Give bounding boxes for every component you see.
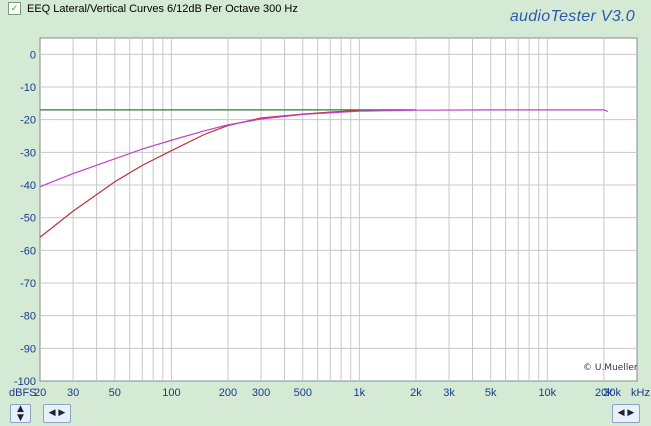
- y-tick-label: -50: [20, 213, 36, 225]
- x-tick-label: 50: [109, 387, 121, 399]
- x-scale-spinner-right[interactable]: ◀ ▶: [612, 404, 640, 423]
- x-tick-label: 2k: [410, 387, 422, 399]
- x-tick-label: 100: [162, 387, 180, 399]
- left-right-arrows-icon: ◀ ▶: [617, 408, 635, 418]
- x-tick-label: 30: [67, 387, 79, 399]
- x-tick-label: 20k: [595, 387, 613, 399]
- brand-label: audioTester V3.0: [509, 8, 635, 25]
- x-tick-label: 30k: [603, 387, 621, 399]
- y-tick-label: -10: [20, 82, 36, 94]
- x-scale-spinner-left[interactable]: ◀ ▶: [43, 404, 71, 423]
- x-tick-label: 500: [294, 387, 312, 399]
- check-icon[interactable]: ✓: [8, 2, 21, 15]
- up-down-arrows-icon: ▲ ▼: [17, 403, 24, 423]
- y-tick-label: -80: [20, 311, 36, 323]
- y-tick-label: -40: [20, 180, 36, 192]
- y-scale-spinner[interactable]: ▲ ▼: [10, 404, 31, 423]
- y-unit-label: dBFS: [9, 387, 37, 399]
- chart-title: EEQ Lateral/Vertical Curves 6/12dB Per O…: [27, 2, 298, 15]
- x-tick-label: 1k: [354, 387, 366, 399]
- y-tick-label: -60: [20, 245, 36, 257]
- x-tick-label: 3k: [443, 387, 455, 399]
- y-tick-label: -30: [20, 147, 36, 159]
- plot-area: [39, 37, 638, 382]
- y-tick-label: -100: [14, 376, 36, 388]
- y-tick-label: 0: [30, 49, 36, 61]
- x-tick-label: 10k: [538, 387, 556, 399]
- left-right-arrows-icon: ◀ ▶: [48, 408, 66, 418]
- x-tick-label: 20: [34, 387, 46, 399]
- y-tick-label: -90: [20, 343, 36, 355]
- x-tick-label: 5k: [485, 387, 497, 399]
- y-tick-label: -70: [20, 278, 36, 290]
- y-tick-label: -20: [20, 115, 36, 127]
- x-tick-label: 300: [252, 387, 270, 399]
- copyright-note: © U.Mueller: [583, 363, 638, 373]
- x-tick-label: 200: [219, 387, 237, 399]
- x-unit-label: kHz: [631, 387, 650, 399]
- series-line-3: [39, 109, 609, 188]
- window-title-bar: ✓ EEQ Lateral/Vertical Curves 6/12dB Per…: [6, 2, 298, 15]
